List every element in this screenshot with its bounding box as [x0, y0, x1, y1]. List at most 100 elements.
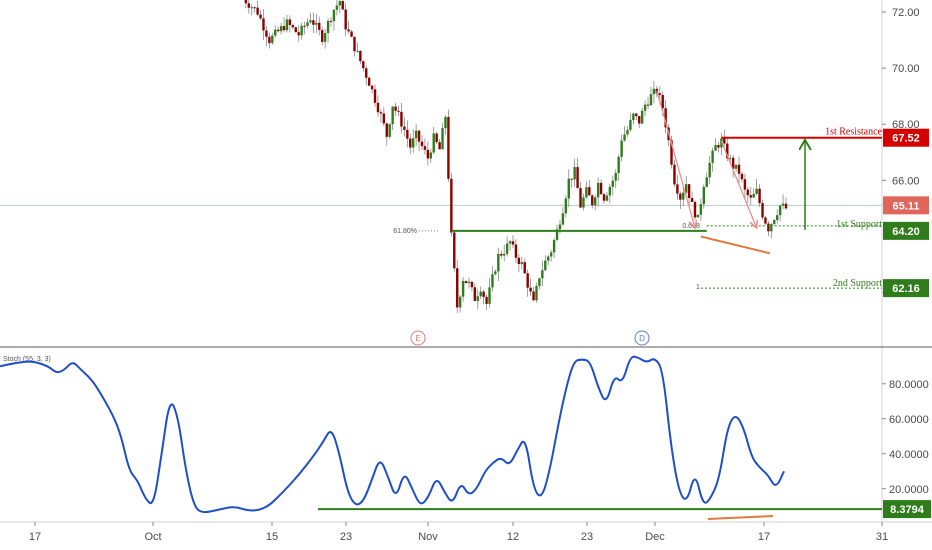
candle-body: [450, 178, 453, 233]
candle: [259, 9, 262, 21]
candle: [479, 286, 482, 300]
candle-body: [626, 129, 629, 135]
candle-body: [306, 22, 309, 27]
candle-body: [723, 138, 726, 144]
candle: [344, 2, 347, 37]
candle: [379, 108, 383, 123]
candle-body: [282, 26, 286, 31]
candle: [494, 269, 497, 276]
candle: [312, 12, 315, 34]
candle-body: [755, 188, 758, 194]
candle-body: [734, 164, 738, 169]
candle-body: [453, 232, 456, 269]
candle: [320, 26, 324, 46]
price-tag: [883, 196, 929, 215]
candle-body: [420, 141, 424, 147]
candle-body: [711, 150, 714, 163]
candle-body: [702, 186, 706, 205]
candle: [599, 179, 603, 196]
candle-body: [570, 178, 573, 180]
candle-body: [502, 253, 506, 256]
candle: [505, 236, 509, 257]
candle-body: [605, 195, 609, 201]
candle: [282, 17, 286, 33]
time-tick-label: 15: [266, 531, 278, 543]
candle: [646, 96, 650, 110]
marker-e[interactable]: E: [410, 330, 426, 346]
candle-body: [488, 287, 491, 304]
candle: [485, 294, 488, 311]
candle: [315, 13, 318, 34]
candle: [502, 244, 506, 262]
candle-body: [693, 201, 697, 218]
candle-body: [279, 26, 283, 32]
candle: [370, 84, 374, 94]
candle: [752, 188, 755, 198]
candle: [274, 25, 277, 38]
candle-body: [338, 1, 342, 6]
price-tag: [883, 221, 929, 240]
candle-body: [491, 274, 494, 288]
candle-body: [379, 112, 383, 114]
candle: [591, 194, 594, 209]
candle-body: [300, 25, 303, 36]
candle-body: [429, 152, 433, 159]
price-panel[interactable]: [0, 0, 882, 346]
candle-body: [464, 281, 468, 284]
candle-body: [385, 123, 388, 137]
candle: [632, 112, 635, 125]
stoch-panel[interactable]: [0, 348, 882, 522]
candle-body: [761, 203, 764, 218]
candle: [538, 277, 541, 290]
marker-d[interactable]: D: [634, 330, 650, 346]
candle-body: [514, 244, 518, 258]
candle: [332, 8, 336, 31]
candle: [570, 178, 573, 188]
candle-body: [670, 140, 673, 165]
candle-body: [720, 138, 723, 148]
candle-body: [596, 182, 600, 198]
candle-body: [376, 102, 380, 113]
candle: [620, 134, 623, 162]
candles: [244, 0, 788, 314]
stoch-axis[interactable]: 80.0000 60.0000 40.0000 20.0000: [882, 379, 929, 496]
candle: [737, 156, 741, 184]
candle-body: [523, 262, 526, 274]
candle: [702, 184, 706, 209]
candle-body: [344, 9, 347, 30]
time-tick-label: 17: [758, 531, 770, 543]
candle-body: [335, 5, 339, 10]
time-axis[interactable]: 17 Oct 15 23 Nov 12 23 Dec 17 31: [29, 522, 888, 543]
candle-body: [731, 157, 735, 169]
candle: [397, 105, 400, 116]
marker-d-letter: D: [639, 334, 645, 343]
candle: [596, 177, 600, 207]
candle-body: [388, 124, 391, 137]
candle-body: [676, 184, 679, 194]
candle: [529, 278, 532, 296]
price-tick-label: 72.00: [892, 7, 920, 19]
candle-body: [473, 287, 477, 301]
candle-body: [494, 271, 497, 275]
stoch-divergence-line: [707, 515, 774, 520]
candle-body: [684, 184, 688, 193]
candle-body: [470, 281, 474, 288]
candle-body: [705, 177, 708, 187]
candle: [329, 17, 333, 27]
price-tag-label: 62.16: [892, 283, 920, 295]
candle: [500, 250, 503, 259]
candle: [734, 164, 738, 172]
candle-body: [593, 197, 597, 206]
candle-body: [679, 193, 682, 200]
price-divergence-line: [700, 235, 771, 255]
candle: [602, 192, 606, 204]
candle-body: [749, 195, 752, 198]
candle-body: [588, 187, 591, 196]
candle: [582, 193, 585, 211]
candle-body: [505, 243, 509, 254]
candle: [611, 175, 615, 196]
candle: [638, 116, 641, 128]
candle: [567, 169, 570, 208]
